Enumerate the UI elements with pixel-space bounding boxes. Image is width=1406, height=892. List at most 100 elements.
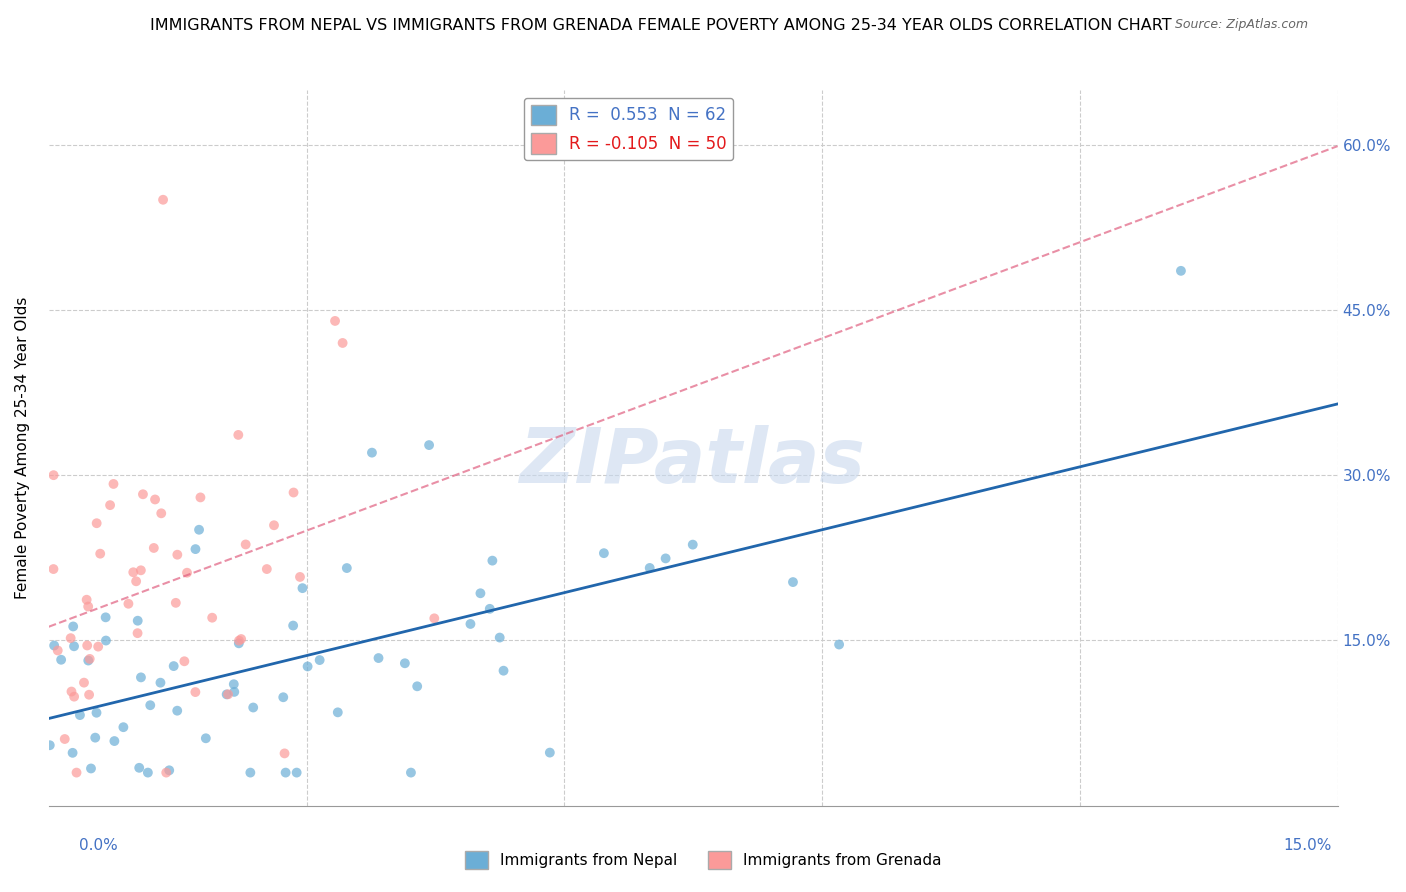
Point [235, 537, 257, 551]
Point [98, 498, 121, 512]
Point [285, 765, 308, 780]
Point [129, 563, 152, 577]
Point [782, 575, 804, 590]
Point [127, 626, 149, 640]
Point [127, 614, 149, 628]
Point [42, 562, 65, 576]
Point [94, 610, 117, 624]
Point [593, 546, 616, 560]
Point [73, 675, 96, 690]
Point [150, 506, 173, 520]
Point [69, 708, 91, 723]
Point [84, 731, 107, 745]
Point [86, 706, 108, 720]
Point [332, 335, 354, 350]
Point [323, 314, 346, 328]
Point [53, 731, 76, 746]
Point [44, 639, 66, 653]
Point [492, 664, 515, 678]
Legend: R =  0.553  N = 62, R = -0.105  N = 50: R = 0.553 N = 62, R = -0.105 N = 50 [524, 98, 734, 161]
Point [308, 653, 330, 667]
Point [239, 765, 262, 780]
Point [488, 631, 510, 645]
Point [76, 639, 98, 653]
Point [188, 523, 211, 537]
Point [291, 581, 314, 595]
Point [129, 670, 152, 684]
Point [184, 685, 207, 699]
Point [273, 747, 295, 761]
Point [165, 596, 187, 610]
Point [143, 492, 166, 507]
Point [166, 704, 188, 718]
Point [38, 738, 60, 752]
Point [242, 700, 264, 714]
Point [224, 685, 246, 699]
Point [63, 640, 86, 654]
Point [222, 677, 245, 691]
Text: IMMIGRANTS FROM NEPAL VS IMMIGRANTS FROM GRENADA FEMALE POVERTY AMONG 25-34 YEAR: IMMIGRANTS FROM NEPAL VS IMMIGRANTS FROM… [150, 18, 1171, 33]
Point [190, 491, 212, 505]
Text: 15.0%: 15.0% [1284, 838, 1331, 854]
Point [478, 602, 501, 616]
Point [80, 762, 103, 776]
Point [89, 547, 111, 561]
Point [152, 193, 174, 207]
Point [274, 765, 297, 780]
Point [361, 445, 384, 459]
Point [297, 659, 319, 673]
Point [367, 651, 389, 665]
Point [283, 485, 305, 500]
Point [418, 438, 440, 452]
Point [87, 640, 110, 654]
Point [94, 633, 117, 648]
Point [77, 654, 100, 668]
Point [125, 574, 148, 589]
Point [128, 761, 150, 775]
Point [62, 746, 84, 760]
Point [228, 636, 250, 650]
Point [117, 597, 139, 611]
Point [184, 542, 207, 557]
Point [423, 611, 446, 625]
Text: Source: ZipAtlas.com: Source: ZipAtlas.com [1174, 18, 1308, 31]
Point [263, 518, 285, 533]
Point [399, 765, 422, 780]
Point [654, 551, 676, 566]
Point [228, 633, 250, 648]
Point [149, 675, 172, 690]
Point [215, 687, 238, 701]
Point [49, 653, 72, 667]
Point [163, 659, 186, 673]
Point [538, 746, 561, 760]
Point [86, 516, 108, 531]
Point [139, 698, 162, 713]
Point [217, 687, 239, 701]
Point [79, 652, 101, 666]
Point [682, 538, 704, 552]
Point [142, 541, 165, 555]
Point [46, 643, 69, 657]
Point [103, 477, 125, 491]
Point [63, 690, 86, 704]
Text: ZIPatlas: ZIPatlas [520, 425, 866, 499]
Point [201, 610, 224, 624]
Point [288, 570, 311, 584]
Point [173, 654, 195, 668]
Point [281, 618, 304, 632]
Point [231, 632, 253, 646]
Point [112, 720, 135, 734]
Point [60, 684, 83, 698]
Point [166, 548, 188, 562]
Point [194, 731, 217, 746]
Point [828, 638, 851, 652]
Point [77, 688, 100, 702]
Point [103, 734, 125, 748]
Point [326, 706, 349, 720]
Point [76, 592, 98, 607]
Text: 0.0%: 0.0% [79, 838, 118, 854]
Point [42, 468, 65, 483]
Point [59, 631, 82, 645]
Point [460, 617, 482, 632]
Point [155, 765, 177, 780]
